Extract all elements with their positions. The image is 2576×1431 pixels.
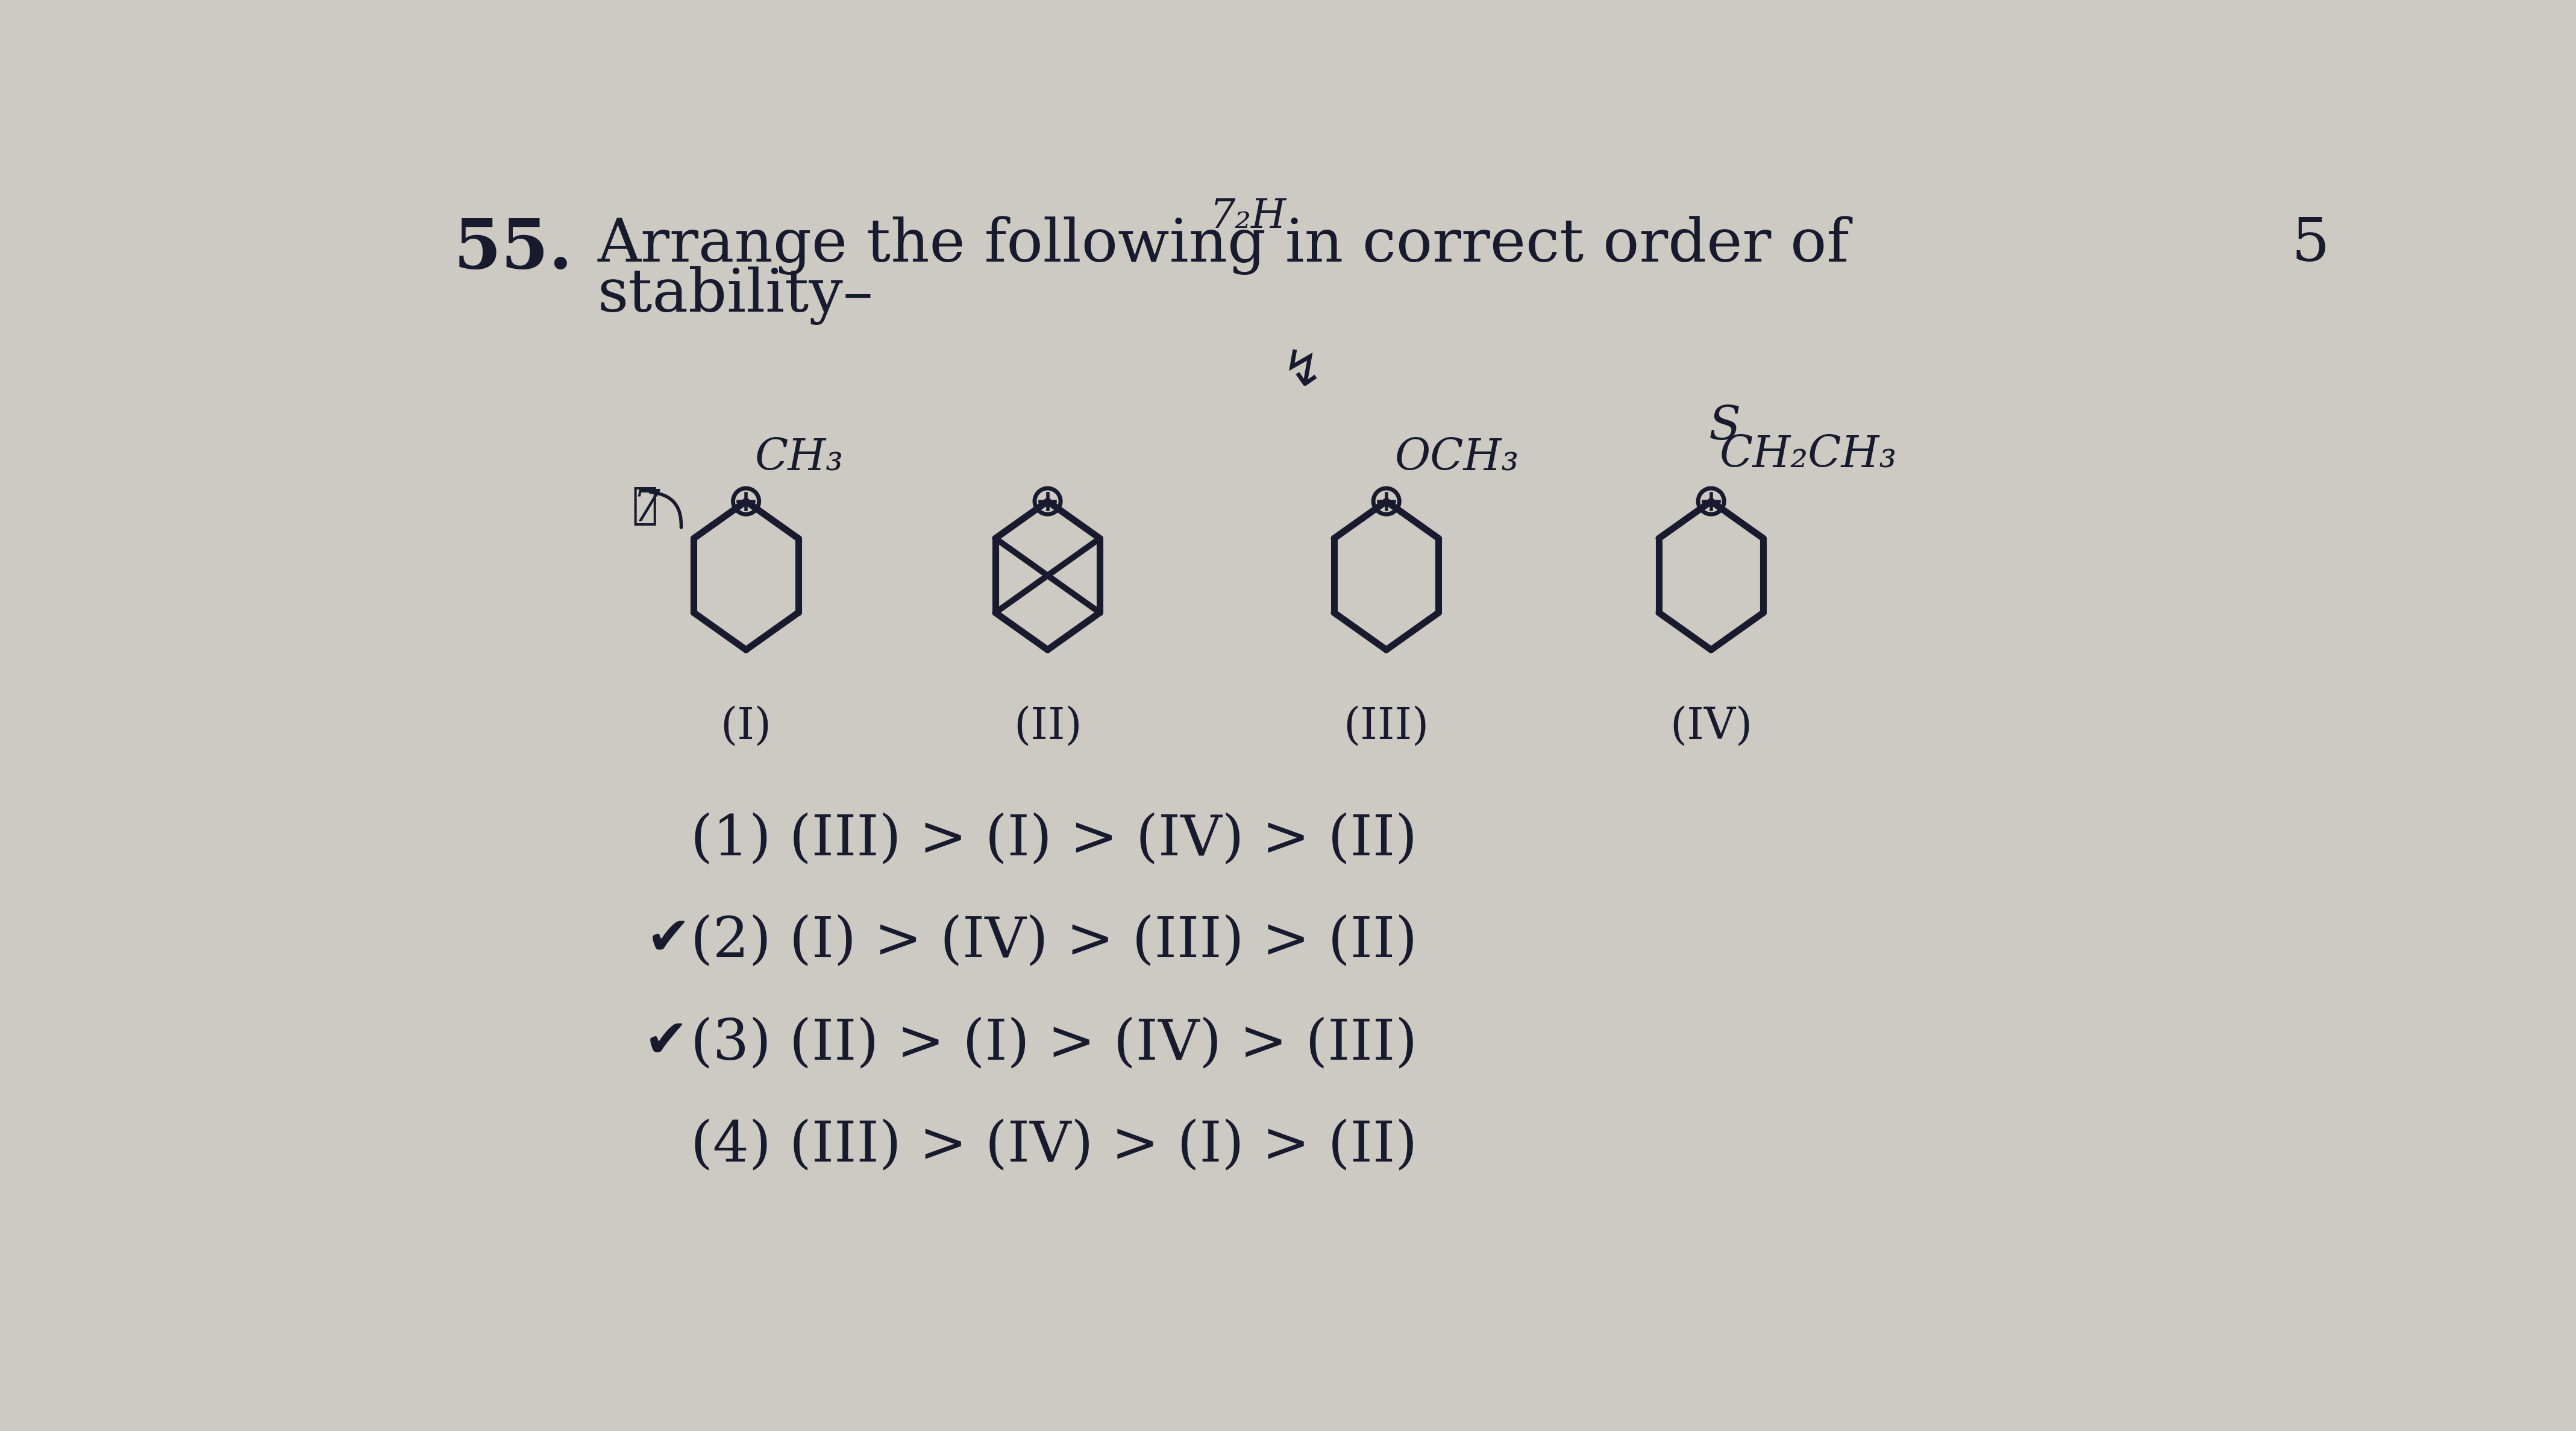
Text: (III): (III) [1345, 705, 1430, 748]
Text: 7₂H: 7₂H [1211, 197, 1285, 236]
Text: OCH₃: OCH₃ [1394, 436, 1520, 479]
Text: (2) (I) > (IV) > (III) > (II): (2) (I) > (IV) > (III) > (II) [690, 914, 1417, 969]
Text: 7: 7 [634, 487, 659, 529]
Text: CH₂CH₃: CH₂CH₃ [1718, 434, 1896, 475]
Text: (4) (III) > (IV) > (I) > (II): (4) (III) > (IV) > (I) > (II) [690, 1119, 1417, 1173]
Text: ᵿ: ᵿ [631, 485, 657, 527]
Text: ✔: ✔ [647, 914, 690, 964]
Text: Arrange the following in correct order of: Arrange the following in correct order o… [598, 216, 1850, 275]
Text: ✔: ✔ [644, 1016, 688, 1068]
Text: (3) (II) > (I) > (IV) > (III): (3) (II) > (I) > (IV) > (III) [690, 1016, 1417, 1070]
Text: S: S [1708, 404, 1741, 451]
Text: ↯: ↯ [1283, 346, 1324, 396]
Text: (IV): (IV) [1669, 705, 1752, 748]
Text: 55.: 55. [453, 216, 572, 283]
Text: stability–: stability– [598, 266, 873, 325]
Text: 5: 5 [2290, 216, 2329, 273]
Text: CH₃: CH₃ [755, 436, 842, 479]
Text: (II): (II) [1012, 705, 1082, 748]
Text: (1) (III) > (I) > (IV) > (II): (1) (III) > (I) > (IV) > (II) [690, 813, 1417, 867]
Text: (I): (I) [721, 705, 773, 748]
